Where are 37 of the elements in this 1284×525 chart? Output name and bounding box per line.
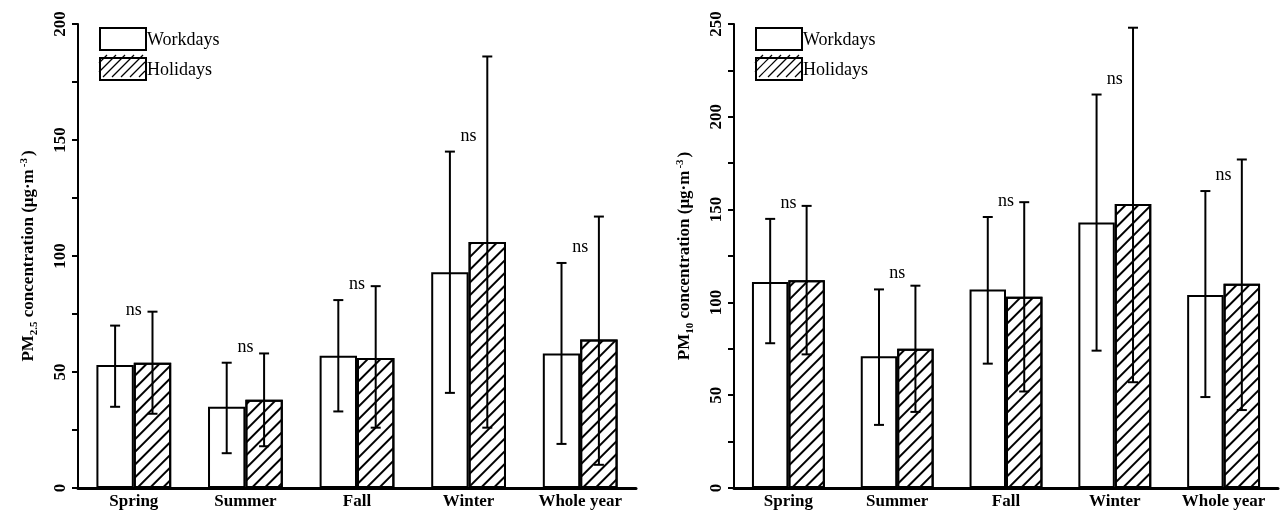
x-tick-label: Fall [991,491,1021,510]
x-tick-label: Spring [109,491,159,510]
y-tick-label: 50 [706,386,725,404]
y-tick-label: 100 [50,243,69,269]
y-tick-label: 0 [706,483,725,493]
x-tick-label: Whole year [538,491,623,510]
x-tick-label: Whole year [1181,491,1266,510]
x-tick-label: Spring [763,491,814,510]
annotation: ns [348,273,366,294]
y-axis-title: PM10 concentration (μg·m-3) [672,151,695,361]
legend-label: Workdays [147,29,220,49]
x-tick-label: Summer [866,491,929,510]
y-tick-label: 50 [50,363,69,381]
legend-label: Holidays [803,59,868,79]
x-tick-label: Fall [342,491,372,510]
y-tick-label: 200 [706,104,725,130]
x-tick-label: Summer [214,491,278,510]
legend-label: Holidays [147,59,212,79]
annotation: ns [1106,67,1123,88]
annotation: ns [125,298,142,319]
y-axis-title: PM2.5 concentration (μg·m-3) [16,150,39,362]
y-tick-label: 100 [706,289,725,316]
annotation: ns [780,191,797,212]
annotation: ns [572,235,589,256]
legend-label: Workdays [803,29,876,49]
annotation: ns [460,124,477,145]
y-tick-label: 150 [706,196,725,223]
annotation: ns [889,262,906,283]
y-tick-label: 150 [50,127,69,153]
y-tick-label: 0 [50,483,69,493]
x-tick-label: Winter [1088,491,1142,510]
annotation: ns [237,335,254,356]
x-tick-label: Winter [442,491,495,510]
y-tick-label: 200 [50,11,69,37]
annotation: ns [1215,164,1232,185]
y-tick-label: 250 [706,11,725,37]
annotation: ns [997,190,1015,211]
